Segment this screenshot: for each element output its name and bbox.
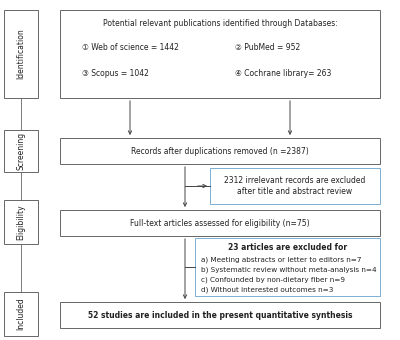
Text: Records after duplications removed (n =2387): Records after duplications removed (n =2… [131, 147, 309, 155]
Bar [4, 292, 38, 336]
Bar [60, 302, 380, 328]
Text: d) Without interested outcomes n=3: d) Without interested outcomes n=3 [201, 287, 333, 293]
Text: Screening: Screening [16, 132, 26, 170]
Text: Eligibility: Eligibility [16, 204, 26, 240]
Text: Identification: Identification [16, 29, 26, 79]
Text: c) Confounded by non-dietary fiber n=9: c) Confounded by non-dietary fiber n=9 [201, 277, 345, 283]
Text: Included: Included [16, 298, 26, 330]
Bar [195, 238, 380, 296]
Bar [60, 210, 380, 236]
Text: ② PubMed = 952: ② PubMed = 952 [235, 44, 300, 52]
Text: ③ Scopus = 1042: ③ Scopus = 1042 [82, 69, 149, 79]
Text: ④ Cochrane library= 263: ④ Cochrane library= 263 [235, 69, 331, 79]
Text: 23 articles are excluded for: 23 articles are excluded for [228, 243, 347, 253]
Text: Potential relevant publications identified through Databases:: Potential relevant publications identifi… [103, 19, 337, 29]
Bar [4, 10, 38, 98]
Text: 52 studies are included in the present quantitative synthesis: 52 studies are included in the present q… [88, 310, 352, 320]
Text: b) Systematic review without meta-analysis n=4: b) Systematic review without meta-analys… [201, 267, 377, 273]
Bar [60, 138, 380, 164]
Text: a) Meeting abstracts or letter to editors n=7: a) Meeting abstracts or letter to editor… [201, 257, 362, 263]
Text: 2312 irrelevant records are excluded
after title and abstract review: 2312 irrelevant records are excluded aft… [224, 176, 366, 196]
Text: ① Web of science = 1442: ① Web of science = 1442 [82, 44, 179, 52]
Bar [4, 200, 38, 244]
Text: Full-text articles assessed for eligibility (n=75): Full-text articles assessed for eligibil… [130, 219, 310, 227]
Bar [60, 10, 380, 98]
Bar [210, 168, 380, 204]
Bar [4, 130, 38, 172]
